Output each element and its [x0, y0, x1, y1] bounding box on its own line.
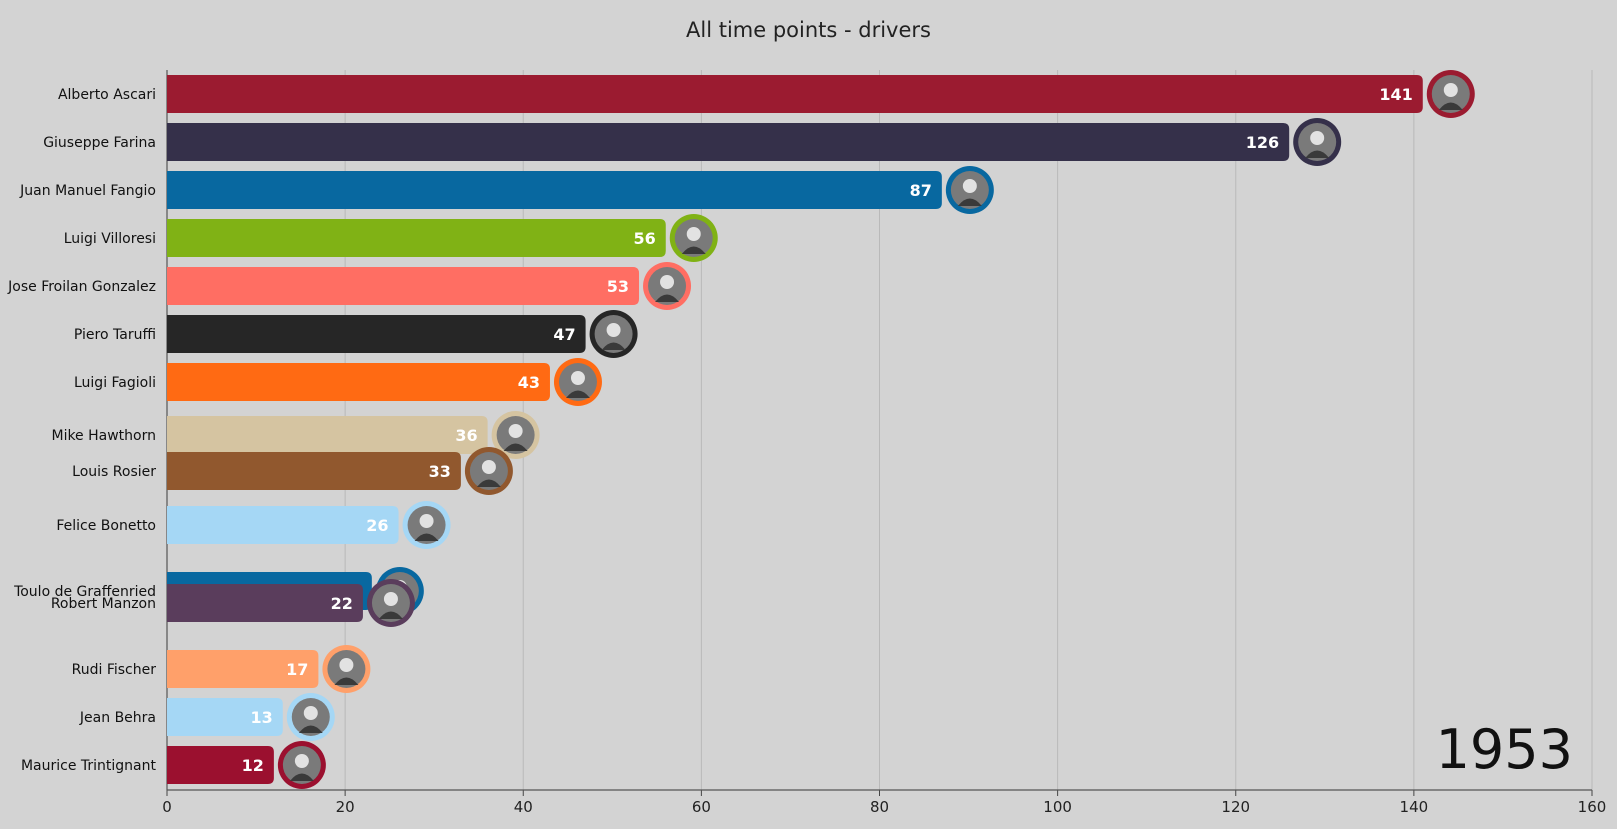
driver-avatar-shoulders	[957, 198, 982, 206]
x-tick-label: 120	[1221, 798, 1250, 816]
bar-value-label: 17	[286, 660, 308, 679]
x-tick-label: 0	[162, 798, 172, 816]
bar-value-label: 36	[455, 426, 477, 445]
x-tick-label: 160	[1578, 798, 1607, 816]
driver-name-label: Piero Taruffi	[74, 327, 156, 343]
driver-avatar-head	[1310, 131, 1325, 145]
bar-group: 126 Giuseppe Farina	[43, 118, 1342, 166]
bar-value-label: 56	[633, 229, 655, 248]
driver-name-label: Felice Bonetto	[56, 518, 156, 534]
driver-name-label: Luigi Fagioli	[74, 375, 156, 391]
driver-avatar-head	[686, 227, 701, 241]
bar	[167, 75, 1423, 113]
bar	[167, 315, 586, 353]
driver-name-label: Jean Behra	[79, 710, 156, 726]
bar-group: 33 Louis Rosier	[72, 447, 513, 495]
driver-name-label: Maurice Trintignant	[21, 758, 157, 774]
driver-avatar-shoulders	[655, 294, 680, 302]
driver-name-label: Giuseppe Farina	[43, 135, 156, 151]
bar	[167, 746, 274, 784]
driver-name-label: Rudi Fischer	[72, 662, 157, 678]
driver-avatar-head	[1443, 83, 1458, 97]
driver-avatar-shoulders	[1438, 102, 1463, 110]
x-tick-label: 20	[336, 798, 355, 816]
bar-value-label: 87	[910, 181, 932, 200]
driver-name-label: Louis Rosier	[72, 464, 156, 480]
bar-group: 22 Robert Manzon	[51, 579, 415, 627]
driver-avatar-head	[962, 179, 977, 193]
bar-group: 26 Felice Bonetto	[56, 501, 451, 549]
bar-group: 56 Luigi Villoresi	[64, 214, 718, 262]
bar	[167, 363, 550, 401]
driver-avatar-head	[660, 275, 675, 289]
bar-group: 36 Mike Hawthorn	[51, 411, 540, 459]
bar-value-label: 47	[553, 325, 575, 344]
bar-value-label: 33	[429, 462, 451, 481]
bars: 141 Alberto Ascari 126 Giuseppe Farina 87 Jua…	[7, 70, 1475, 789]
bar-value-label: 13	[251, 708, 273, 727]
driver-name-label: Juan Manuel Fangio	[19, 183, 156, 199]
bar-group: 12 Maurice Trintignant	[21, 741, 326, 789]
driver-avatar-shoulders	[565, 390, 590, 398]
bar-value-label: 141	[1379, 85, 1412, 104]
driver-avatar-shoulders	[681, 246, 706, 254]
driver-avatar-head	[570, 371, 585, 385]
bar-value-label: 53	[607, 277, 629, 296]
driver-avatar-shoulders	[378, 611, 403, 619]
bar	[167, 171, 942, 209]
chart-title: All time points - drivers	[686, 18, 931, 42]
bar-group: 17 Rudi Fischer	[72, 645, 371, 693]
bar	[167, 267, 640, 305]
x-tick-label: 80	[870, 798, 889, 816]
year-label: 1953	[1435, 718, 1573, 781]
bar	[167, 650, 319, 688]
bar	[167, 416, 488, 454]
bar-value-label: 126	[1246, 133, 1279, 152]
driver-name-label: Robert Manzon	[51, 596, 156, 612]
bar	[167, 698, 283, 736]
driver-avatar-shoulders	[334, 677, 359, 685]
driver-avatar-shoulders	[414, 533, 439, 541]
driver-avatar-head	[508, 424, 523, 438]
x-tick-label: 60	[692, 798, 711, 816]
driver-name-label: Jose Froilan Gonzalez	[7, 279, 156, 295]
driver-avatar-shoulders	[476, 479, 501, 487]
driver-avatar-shoulders	[1305, 150, 1330, 158]
bar	[167, 452, 461, 490]
bar-value-label: 26	[366, 516, 388, 535]
driver-name-label: Mike Hawthorn	[51, 428, 156, 444]
bar-group: 87 Juan Manuel Fangio	[19, 166, 994, 214]
bar-group: 13 Jean Behra	[79, 693, 335, 741]
bar-group: 47 Piero Taruffi	[74, 310, 638, 358]
driver-avatar-head	[606, 323, 621, 337]
x-tick-label: 100	[1043, 798, 1072, 816]
driver-name-label: Toulo de Graffenried	[13, 584, 156, 600]
driver-avatar-shoulders	[298, 725, 323, 733]
driver-avatar-head	[481, 460, 496, 474]
bar	[167, 506, 399, 544]
bar-value-label: 22	[331, 594, 353, 613]
bar	[167, 219, 666, 257]
bar-group: 53 Jose Froilan Gonzalez	[7, 262, 692, 310]
driver-avatar-shoulders	[601, 342, 626, 350]
bar	[167, 584, 363, 622]
bar-value-label: 12	[242, 756, 264, 775]
x-tick-label: 140	[1400, 798, 1429, 816]
driver-name-label: Luigi Villoresi	[64, 231, 156, 247]
bar-group: 43 Luigi Fagioli	[74, 358, 602, 406]
driver-avatar-head	[303, 706, 318, 720]
driver-avatar-head	[419, 514, 434, 528]
bar	[167, 123, 1290, 161]
driver-avatar-head	[294, 754, 309, 768]
x-tick-label: 40	[514, 798, 533, 816]
driver-avatar-head	[339, 658, 354, 672]
driver-avatar-shoulders	[503, 443, 528, 451]
driver-name-label: Alberto Ascari	[58, 87, 156, 103]
bar-value-label: 43	[518, 373, 540, 392]
bar-group: 141 Alberto Ascari	[58, 70, 1475, 118]
driver-avatar-head	[383, 592, 398, 606]
driver-avatar-shoulders	[289, 773, 314, 781]
